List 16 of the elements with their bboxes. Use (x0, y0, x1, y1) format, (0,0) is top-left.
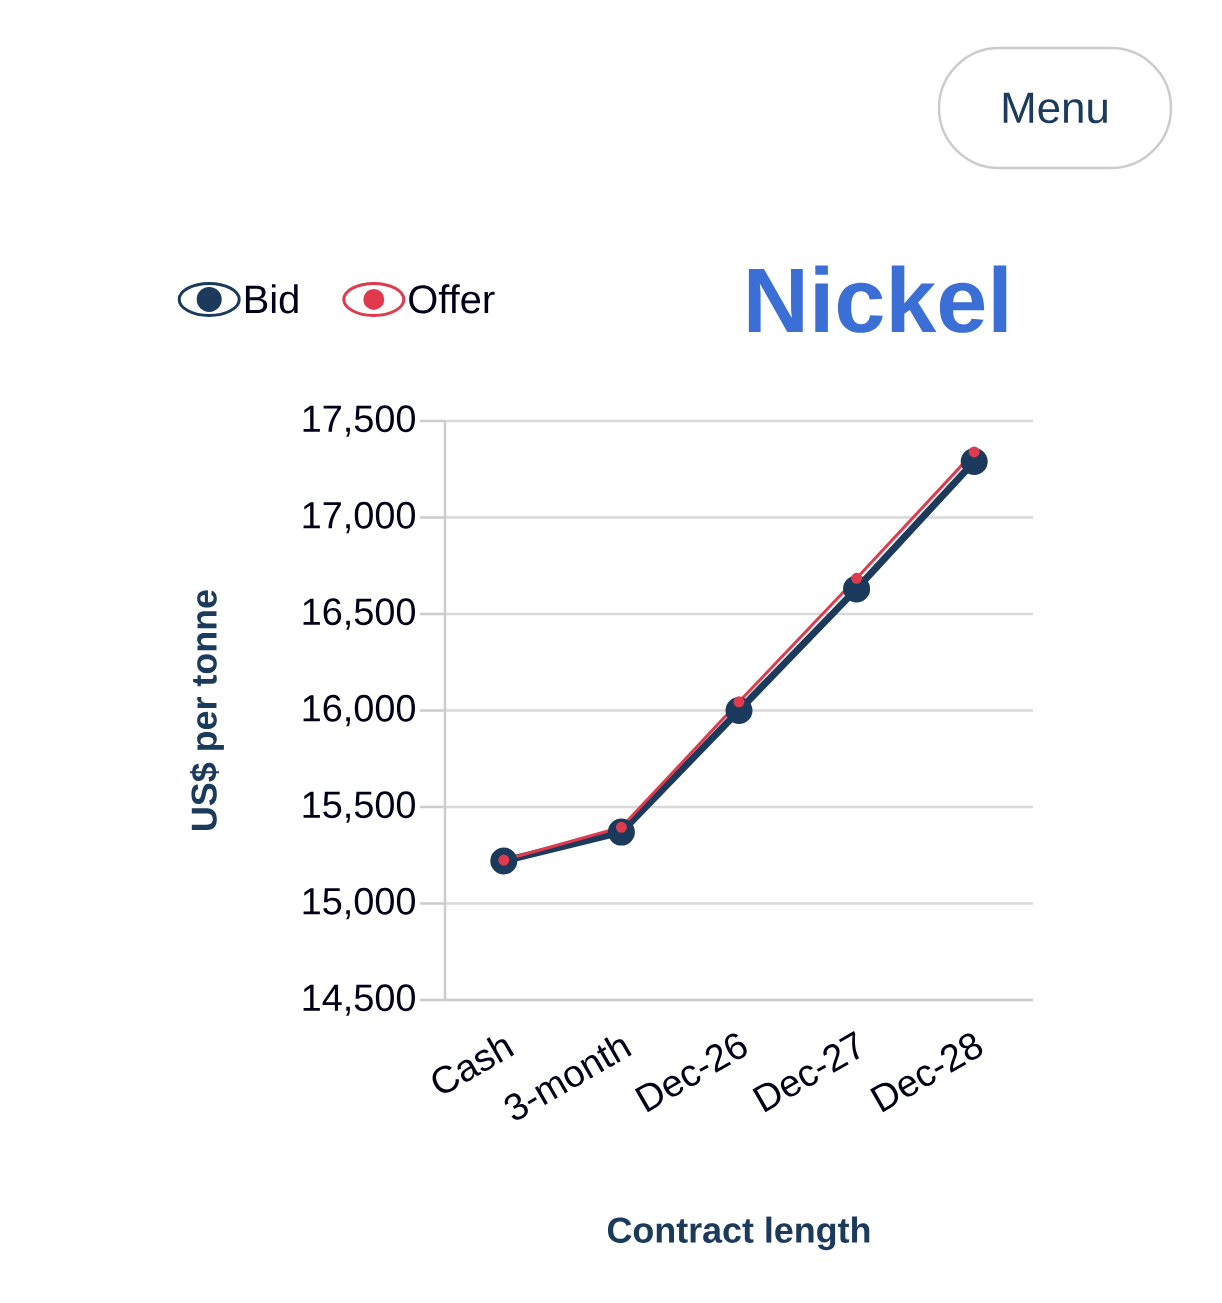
point (968, 446, 980, 458)
y-tick-label: 17,500 (303, 405, 415, 437)
y-tick-label: 14,500 (303, 984, 415, 1016)
y-tick-label: 17,000 (303, 501, 415, 534)
y-tick-label: 15,500 (303, 791, 415, 823)
y-tick-label: 16,000 (303, 694, 415, 727)
point (733, 696, 745, 708)
text: Menu (1003, 92, 1107, 124)
legend-label: Offer (409, 284, 495, 314)
legend-label: Bid (245, 284, 298, 314)
point (851, 572, 863, 584)
y-tick-label: 15,000 (303, 887, 415, 920)
x-axis-title: Contract length (607, 1216, 870, 1251)
y-axis-title: US$ per tonne (189, 590, 224, 830)
chart-title: Nickel (748, 265, 1007, 333)
y-tick-label: 16,500 (303, 598, 415, 630)
